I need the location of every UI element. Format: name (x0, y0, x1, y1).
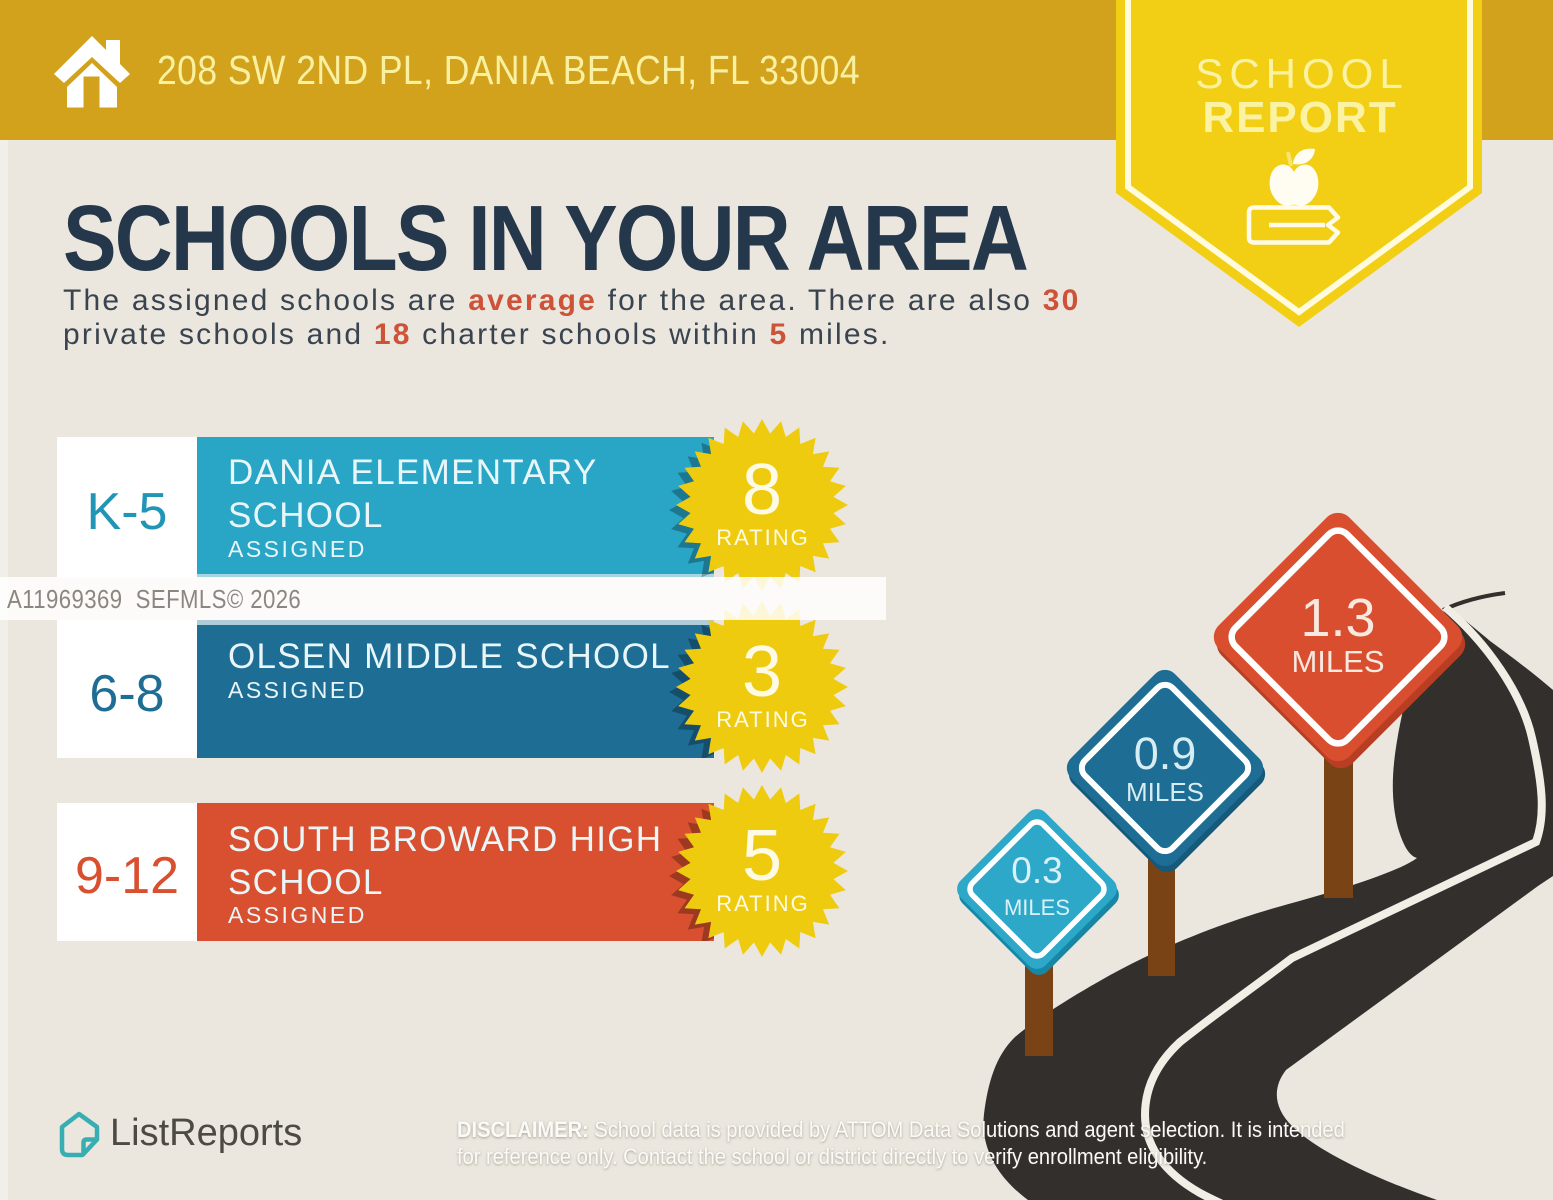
svg-text:3: 3 (742, 632, 782, 712)
svg-text:RATING: RATING (716, 891, 809, 916)
svg-text:1.3: 1.3 (1300, 588, 1375, 648)
svg-text:0.9: 0.9 (1134, 728, 1197, 779)
svg-text:MILES: MILES (1126, 777, 1204, 807)
svg-text:REPORT: REPORT (1202, 93, 1397, 142)
svg-text:RATING: RATING (716, 525, 809, 550)
svg-text:MILES: MILES (1004, 895, 1070, 920)
svg-text:0.3: 0.3 (1011, 850, 1062, 891)
svg-text:5: 5 (742, 816, 782, 896)
svg-text:8: 8 (742, 450, 782, 530)
svg-text:SCHOOL: SCHOOL (1195, 50, 1408, 97)
svg-text:RATING: RATING (716, 707, 809, 732)
svg-text:MILES: MILES (1291, 644, 1384, 679)
